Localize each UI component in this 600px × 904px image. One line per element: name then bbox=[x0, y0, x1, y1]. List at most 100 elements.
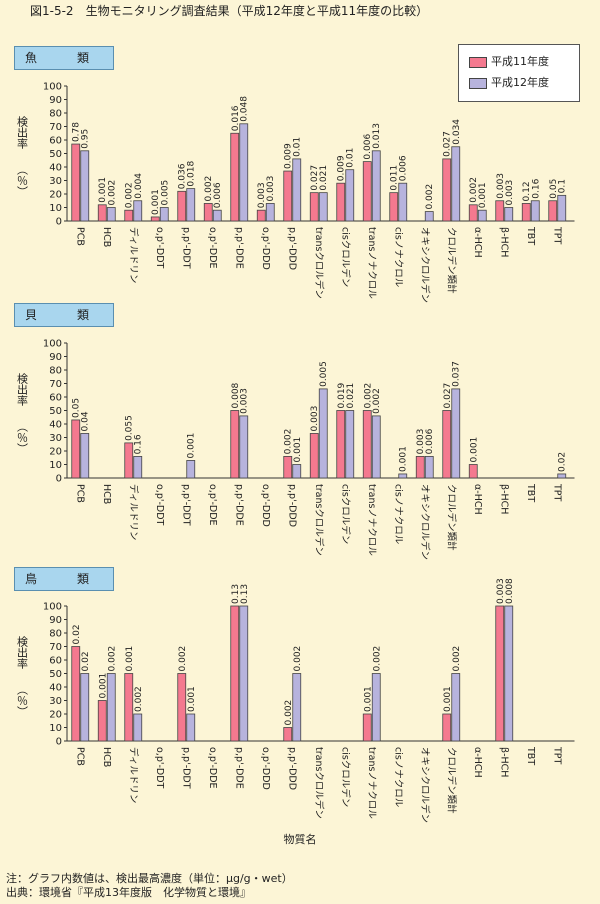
x-tick-label: transクロルデン bbox=[313, 484, 325, 556]
bar-h11 bbox=[230, 132, 240, 222]
y-tick-label: 10 bbox=[49, 203, 62, 214]
legend-item-h12: 平成12年度 bbox=[469, 75, 549, 91]
x-tick-label: p,p'-DDE bbox=[233, 747, 244, 789]
y-axis-unit: （％） bbox=[16, 684, 29, 717]
y-tick-label: 80 bbox=[49, 629, 62, 640]
bar-h11 bbox=[442, 158, 452, 222]
bar-h11 bbox=[97, 204, 107, 222]
data-label: 0.02 bbox=[72, 624, 82, 644]
y-tick-label: 30 bbox=[49, 433, 62, 444]
data-label: 0.005 bbox=[160, 180, 170, 206]
data-label: 0.16 bbox=[134, 434, 144, 454]
x-tick-label: o,p'-DDT bbox=[154, 747, 165, 789]
data-label: 0.78 bbox=[72, 122, 82, 142]
bar-h11 bbox=[124, 673, 134, 742]
data-label: 0.008 bbox=[231, 382, 241, 408]
y-tick-label: 80 bbox=[49, 109, 62, 120]
bar-h11 bbox=[177, 673, 187, 742]
y-tick-label: 70 bbox=[49, 379, 62, 390]
bar-h12 bbox=[186, 460, 196, 479]
bar-h12 bbox=[345, 410, 355, 479]
data-label: 0.003 bbox=[240, 388, 250, 414]
bar-h11 bbox=[203, 203, 213, 222]
data-label: 0.002 bbox=[469, 177, 479, 203]
bar-h12 bbox=[371, 415, 381, 479]
bar-h11 bbox=[309, 192, 319, 222]
bar-h11 bbox=[230, 605, 240, 742]
bar-h11 bbox=[283, 455, 293, 479]
bar-h12 bbox=[451, 146, 461, 222]
bar-h11 bbox=[71, 419, 81, 479]
y-tick-label: 90 bbox=[49, 615, 62, 626]
x-tick-label: クロルデン類計 bbox=[445, 484, 457, 551]
x-tick-label: o,p'-DDT bbox=[154, 484, 165, 526]
data-label: 0.16 bbox=[531, 178, 541, 198]
data-label: 0.018 bbox=[187, 161, 197, 187]
bar-h11 bbox=[495, 200, 505, 222]
bar-h11 bbox=[256, 209, 266, 222]
x-tick-label: α-HCH bbox=[472, 484, 483, 515]
y-tick-label: 60 bbox=[49, 136, 62, 147]
bar-h12 bbox=[239, 415, 249, 479]
chart-legend: 平成11年度 平成12年度 bbox=[458, 44, 580, 102]
data-label: 0.001 bbox=[125, 646, 135, 672]
bar-h12 bbox=[371, 150, 381, 222]
x-tick-label: p,p'-DDT bbox=[180, 484, 191, 526]
bar-h11 bbox=[389, 192, 399, 222]
bar-h12 bbox=[239, 605, 249, 742]
bar-h11 bbox=[468, 464, 478, 479]
legend-label-h11: 平成11年度 bbox=[491, 55, 549, 68]
data-label: 0.002 bbox=[134, 686, 144, 712]
data-label: 0.001 bbox=[151, 189, 161, 215]
y-axis-unit: （％） bbox=[16, 421, 29, 454]
x-tick-label: transノナクロル bbox=[366, 484, 377, 556]
x-tick-label: p,p'-DDT bbox=[180, 747, 191, 789]
data-label: 0.002 bbox=[178, 646, 188, 672]
x-tick-label: PCB bbox=[74, 484, 85, 503]
y-tick-label: 90 bbox=[49, 95, 62, 106]
y-tick-label: 20 bbox=[49, 447, 62, 458]
data-label: 0.13 bbox=[231, 584, 241, 604]
y-tick-label: 70 bbox=[49, 122, 62, 133]
bar-h12 bbox=[557, 194, 567, 222]
x-axis-title: 物質名 bbox=[284, 832, 317, 846]
figure-title: 図1-5-2 生物モニタリング調査結果（平成12年度と平成11年度の比較） bbox=[30, 4, 429, 18]
bar-h12 bbox=[477, 209, 487, 222]
bar-h12 bbox=[80, 150, 90, 222]
y-tick-label: 0 bbox=[56, 474, 62, 485]
x-tick-label: transクロルデン bbox=[313, 747, 325, 819]
x-tick-label: β-HCH bbox=[498, 227, 509, 257]
x-tick-label: p,p'-DDD bbox=[286, 484, 297, 527]
y-tick-label: 10 bbox=[49, 460, 62, 471]
x-tick-label: o,p'-DDE bbox=[207, 747, 218, 789]
x-tick-label: クロルデン類計 bbox=[445, 747, 457, 814]
y-tick-label: 50 bbox=[49, 669, 62, 680]
x-tick-label: p,p'-DDE bbox=[233, 484, 244, 526]
y-tick-label: 10 bbox=[49, 723, 62, 734]
data-label: 0.003 bbox=[496, 578, 506, 604]
x-tick-label: オキシクロルデン bbox=[419, 484, 431, 560]
y-tick-label: 40 bbox=[49, 683, 62, 694]
x-tick-label: o,p'-DDD bbox=[260, 484, 271, 527]
x-tick-label: p,p'-DDE bbox=[233, 227, 244, 269]
x-tick-label: α-HCH bbox=[472, 227, 483, 258]
x-tick-label: cisクロルデン bbox=[339, 227, 351, 287]
y-tick-label: 100 bbox=[43, 82, 62, 93]
bar-h12 bbox=[106, 207, 116, 222]
bar-h12 bbox=[557, 473, 567, 479]
bar-h11 bbox=[442, 713, 452, 742]
bar-h11 bbox=[548, 200, 558, 222]
bar-h12 bbox=[530, 200, 540, 222]
bar-h12 bbox=[239, 123, 249, 222]
panel-label-birds: 鳥 類 bbox=[14, 567, 114, 591]
y-tick-label: 100 bbox=[43, 602, 62, 613]
x-tick-label: TPT bbox=[551, 746, 562, 765]
data-label: 0.02 bbox=[81, 651, 91, 671]
bar-h12 bbox=[345, 169, 355, 222]
legend-item-h11: 平成11年度 bbox=[469, 54, 549, 70]
bar-h11 bbox=[283, 727, 293, 742]
x-tick-label: o,p'-DDE bbox=[207, 484, 218, 526]
x-tick-label: cisノナクロル bbox=[392, 747, 403, 808]
data-label: 0.001 bbox=[443, 686, 453, 712]
data-label: 0.003 bbox=[266, 176, 276, 202]
